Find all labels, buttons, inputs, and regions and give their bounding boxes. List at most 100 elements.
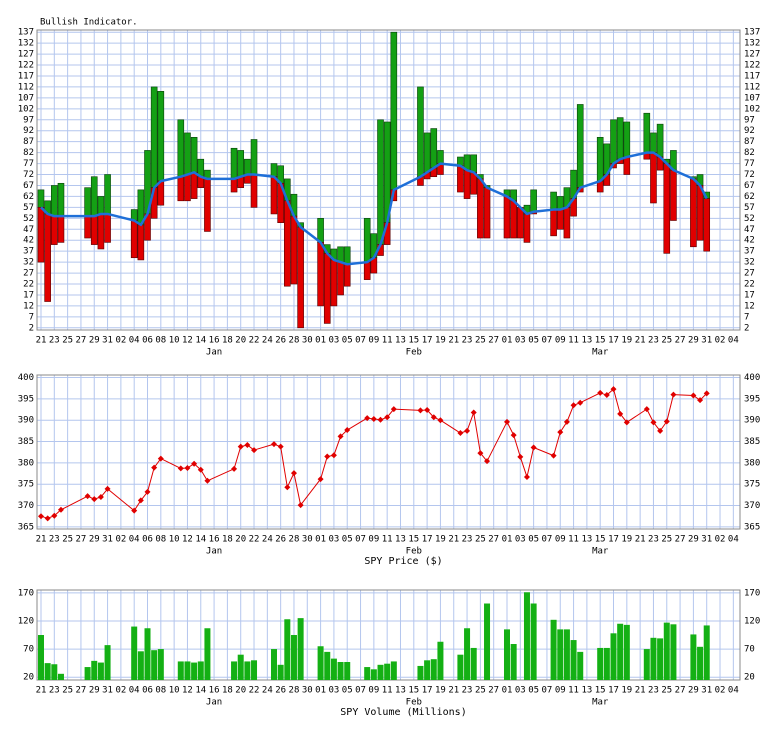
price-marker — [244, 441, 251, 448]
y-tick-label: 67 — [23, 181, 34, 191]
x-tick-label: 31 — [102, 336, 113, 346]
month-label: Mar — [592, 348, 609, 358]
volume-bar — [277, 664, 284, 680]
y-tick-label: 370 — [18, 501, 34, 511]
x-tick-label: 01 — [315, 686, 326, 696]
volume-bar — [610, 633, 617, 680]
price-marker — [517, 453, 524, 460]
price-marker — [191, 460, 198, 467]
x-tick-label: 03 — [515, 535, 526, 545]
x-tick-label: 23 — [49, 686, 60, 696]
up-bar — [237, 150, 245, 178]
volume-bar — [131, 626, 138, 680]
up-bar — [377, 119, 384, 245]
price-marker — [290, 470, 297, 477]
volume-bar — [177, 661, 184, 680]
x-tick-label: 07 — [542, 336, 553, 346]
x-tick-label: 25 — [661, 336, 672, 346]
up-bar — [530, 189, 537, 213]
x-tick-label: 21 — [635, 535, 646, 545]
y-tick-label-right: 20 — [744, 673, 755, 683]
price-marker — [577, 399, 584, 406]
x-tick-label: 25 — [475, 686, 486, 696]
down-bar — [623, 156, 631, 175]
x-tick-label: 16 — [209, 535, 220, 545]
down-bar — [703, 198, 711, 252]
up-bar — [363, 218, 371, 263]
x-tick-label: 23 — [49, 336, 60, 346]
volume-bar — [251, 660, 258, 680]
volume-bar — [337, 662, 344, 680]
volume-bar — [384, 663, 391, 680]
x-tick-label: 15 — [408, 686, 419, 696]
price-marker — [57, 506, 64, 513]
volume-bar — [284, 619, 291, 680]
price-marker — [477, 450, 484, 457]
x-tick-label: 28 — [289, 336, 300, 346]
volume-bar — [344, 662, 351, 680]
volume-bar — [57, 673, 64, 680]
y-tick-label: 380 — [18, 458, 34, 468]
x-tick-label: 17 — [608, 535, 619, 545]
volume-bar — [97, 662, 104, 680]
up-bar — [437, 150, 444, 164]
x-tick-label: 05 — [342, 336, 353, 346]
x-tick-label: 23 — [648, 686, 659, 696]
price-marker — [550, 452, 557, 459]
up-bar — [430, 128, 438, 169]
y-tick-label: 42 — [23, 236, 34, 246]
down-bar — [57, 215, 65, 243]
y-tick-label-right: 365 — [744, 522, 760, 532]
x-tick-label: 28 — [289, 535, 300, 545]
x-tick-label: 21 — [36, 336, 47, 346]
x-tick-label: 08 — [155, 336, 166, 346]
down-bar — [343, 264, 351, 287]
up-bar — [656, 123, 664, 158]
volume-bar — [44, 663, 51, 680]
down-bar — [270, 176, 278, 215]
x-tick-label: 21 — [448, 686, 459, 696]
x-tick-label: 17 — [422, 336, 433, 346]
y-tick-label: 97 — [23, 115, 34, 125]
volume-bar — [197, 661, 204, 680]
y-tick-label: 72 — [23, 170, 34, 180]
y-tick-label-right: 137 — [744, 28, 760, 38]
x-tick-label: 29 — [89, 686, 100, 696]
volume-bar — [377, 664, 384, 680]
y-tick-label-right: 127 — [744, 50, 760, 60]
y-tick-label-right: 117 — [744, 71, 760, 81]
up-bar — [250, 139, 258, 175]
volume-bar — [663, 622, 670, 680]
x-tick-label: 09 — [368, 336, 379, 346]
x-tick-label: 21 — [36, 535, 47, 545]
month-label: Jan — [206, 698, 222, 708]
x-tick-label: 01 — [502, 686, 513, 696]
up-bar — [337, 246, 344, 263]
x-tick-label: 11 — [382, 535, 393, 545]
y-tick-label: 390 — [18, 416, 34, 426]
price-marker — [51, 512, 58, 519]
x-tick-label: 10 — [169, 336, 180, 346]
up-bar — [616, 117, 624, 160]
x-tick-label: 29 — [688, 686, 699, 696]
down-bar — [663, 163, 671, 254]
down-bar — [550, 209, 557, 237]
volume-bar — [530, 603, 537, 680]
x-tick-label: 02 — [715, 336, 726, 346]
volume-bar — [570, 640, 577, 680]
volume-bar — [237, 654, 244, 680]
y-tick-label: 395 — [18, 394, 34, 404]
x-tick-label: 12 — [182, 336, 193, 346]
y-tick-label: 27 — [23, 269, 34, 279]
volume-bar — [51, 664, 58, 680]
x-tick-label: 17 — [422, 686, 433, 696]
volume-bar — [191, 662, 198, 680]
volume-bar — [697, 646, 704, 680]
volume-bar — [137, 651, 144, 680]
price-marker — [457, 430, 464, 437]
volume-bar — [657, 638, 664, 680]
x-tick-label: 05 — [528, 535, 539, 545]
y-tick-label-right: 112 — [744, 82, 760, 92]
y-tick-label-right: 27 — [744, 269, 755, 279]
y-tick-label-right: 17 — [744, 290, 755, 300]
